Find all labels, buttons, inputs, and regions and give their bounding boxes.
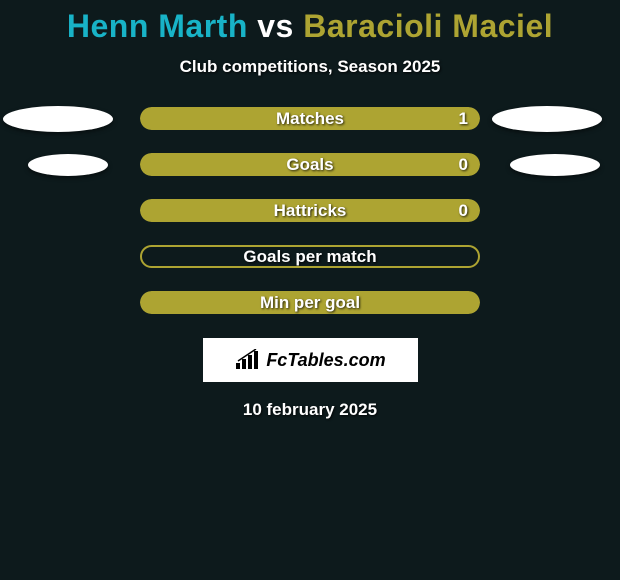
brand-badge: FcTables.com: [203, 338, 418, 382]
player2-name: Baracioli Maciel: [303, 8, 553, 44]
stat-row-min-per-goal: Min per goal: [0, 291, 620, 314]
brand-text: FcTables.com: [266, 350, 385, 371]
stat-row-hattricks: Hattricks 0: [0, 199, 620, 222]
stat-row-matches: Matches 1: [0, 107, 620, 130]
stat-bar: Hattricks 0: [140, 199, 480, 222]
stat-label: Hattricks: [274, 201, 347, 221]
chart-icon: [234, 349, 262, 371]
player2-marker: [492, 106, 602, 132]
page-title: Henn Marth vs Baracioli Maciel: [0, 8, 620, 45]
stat-value: 1: [459, 109, 468, 129]
stat-bar: Goals per match: [140, 245, 480, 268]
stat-row-goals: Goals 0: [0, 153, 620, 176]
player2-marker: [510, 154, 600, 176]
stat-value: 0: [459, 155, 468, 175]
player1-name: Henn Marth: [67, 8, 248, 44]
player1-marker: [3, 106, 113, 132]
stat-label: Goals per match: [243, 247, 376, 267]
stats-comparison-card: Henn Marth vs Baracioli Maciel Club comp…: [0, 0, 620, 420]
stat-bar: Matches 1: [140, 107, 480, 130]
vs-separator: vs: [257, 8, 294, 44]
stat-label: Goals: [286, 155, 333, 175]
stat-row-goals-per-match: Goals per match: [0, 245, 620, 268]
stat-bar: Min per goal: [140, 291, 480, 314]
player1-marker: [28, 154, 108, 176]
stat-bar: Goals 0: [140, 153, 480, 176]
subtitle: Club competitions, Season 2025: [0, 57, 620, 77]
date-label: 10 february 2025: [0, 400, 620, 420]
stat-label: Min per goal: [260, 293, 360, 313]
stats-rows: Matches 1 Goals 0 Hattricks 0 Goals pe: [0, 107, 620, 314]
stat-value: 0: [459, 201, 468, 221]
stat-label: Matches: [276, 109, 344, 129]
